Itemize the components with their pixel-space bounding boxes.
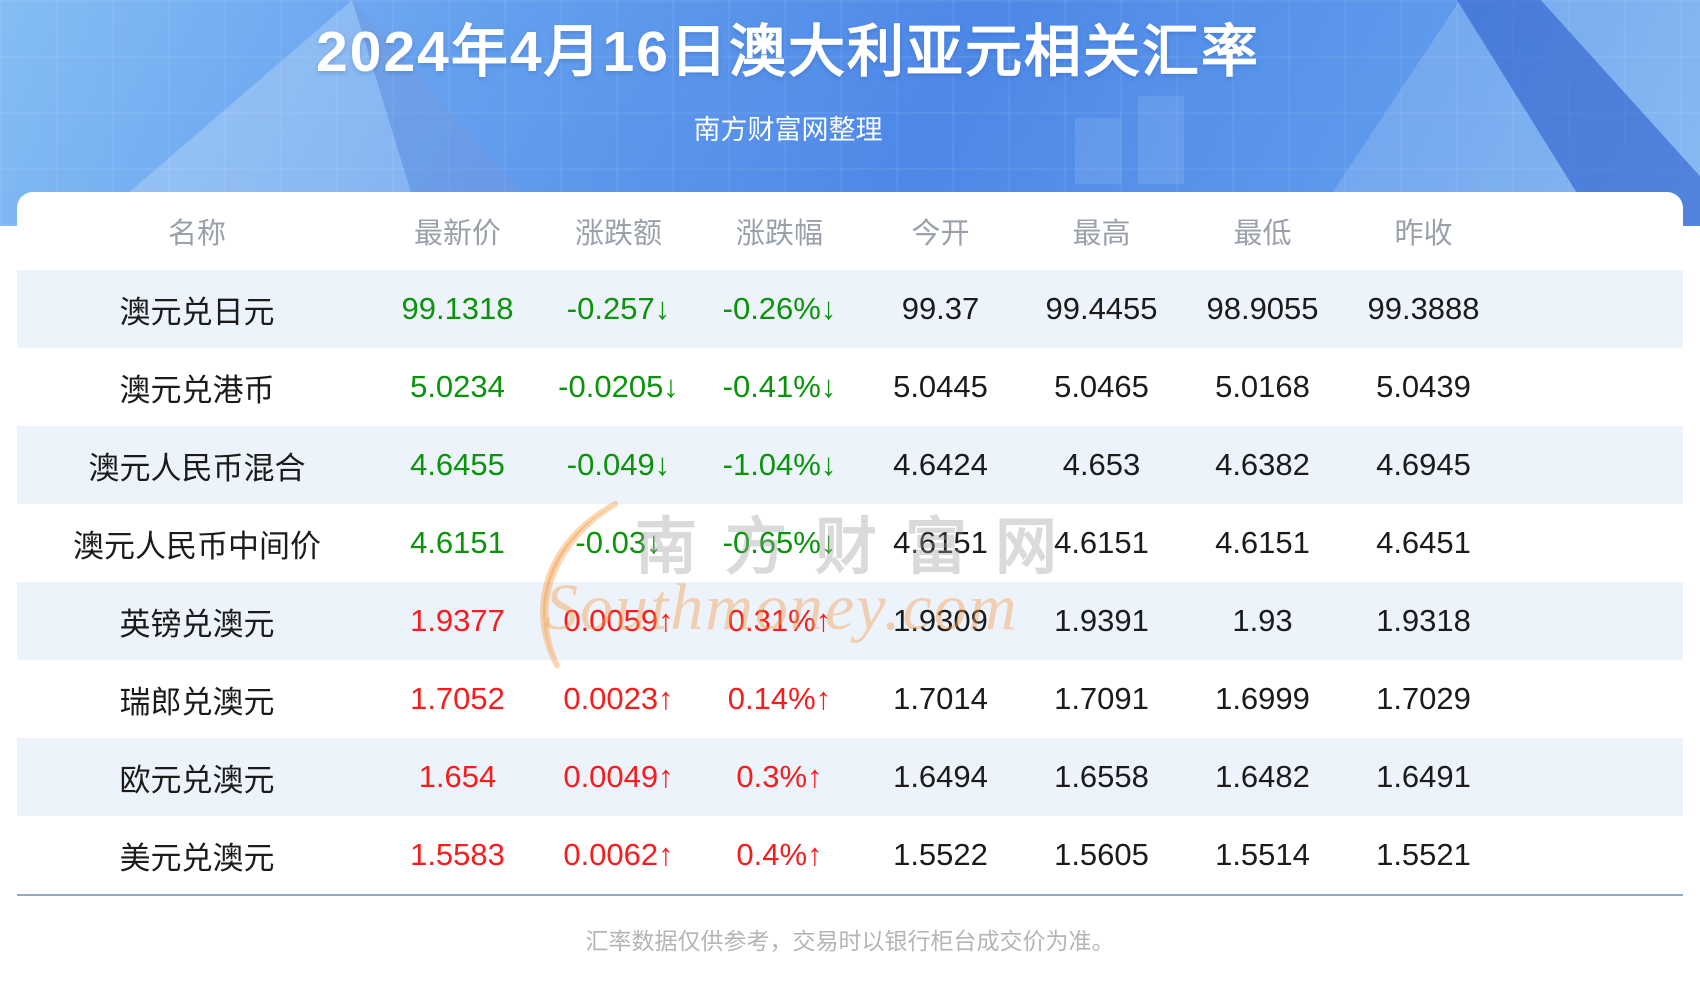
low-price: 5.0168 [1215,369,1310,404]
last-price: 4.6455 [410,447,505,482]
pair-name: 澳元兑港币 [119,372,275,408]
pair-name: 英镑兑澳元 [119,606,275,642]
open-price: 5.0445 [893,369,988,404]
high-price: 5.0465 [1054,369,1149,404]
banner-chart-bar-decoration [1075,118,1121,184]
last-price: 1.654 [418,759,497,794]
col-header-change: 涨跌额 [574,218,662,250]
table-row: 澳元兑日元 99.1318 -0.257↓ -0.26%↓ 99.37 99.4… [17,270,1683,348]
last-price: 99.1318 [401,291,514,326]
page-title: 2024年4月16日澳大利亚元相关汇率 [316,20,1260,84]
disclaimer-text: 汇率数据仅供参考，交易时以银行柜台成交价为准。 [585,928,1115,954]
open-price: 1.5522 [893,837,988,872]
change-amount: 0.0023↑ [563,681,674,716]
change-amount: -0.0205↓ [558,369,679,404]
prev-close: 4.6945 [1376,447,1471,482]
pair-name: 瑞郎兑澳元 [119,684,275,720]
change-percent: -1.04%↓ [722,447,837,482]
change-percent: 0.4%↑ [736,837,823,872]
change-percent: -0.65%↓ [722,525,837,560]
table-row: 澳元人民币混合 4.6455 -0.049↓ -1.04%↓ 4.6424 4.… [17,426,1683,504]
low-price: 4.6151 [1215,525,1310,560]
high-price: 1.6558 [1054,759,1149,794]
low-price: 1.6482 [1215,759,1310,794]
low-price: 1.6999 [1215,681,1310,716]
pair-name: 美元兑澳元 [119,840,275,876]
col-header-low: 最低 [1233,218,1292,250]
table-row: 美元兑澳元 1.5583 0.0062↑ 0.4%↑ 1.5522 1.5605… [17,816,1683,894]
open-price: 4.6151 [893,525,988,560]
banner-grid-pattern [0,0,1700,226]
low-price: 98.9055 [1206,291,1319,326]
change-amount: -0.049↓ [566,447,671,482]
last-price: 1.7052 [410,681,505,716]
prev-close: 1.5521 [1376,837,1471,872]
last-price: 1.5583 [410,837,505,872]
open-price: 4.6424 [893,447,988,482]
table-row: 澳元兑港币 5.0234 -0.0205↓ -0.41%↓ 5.0445 5.0… [17,348,1683,426]
pair-name: 澳元人民币混合 [88,450,306,486]
pair-name: 澳元兑日元 [119,294,275,330]
change-percent: 0.3%↑ [736,759,823,794]
low-price: 1.5514 [1215,837,1310,872]
table-header-row: 名称 最新价 涨跌额 涨跌幅 今开 最高 最低 昨收 [17,192,1683,270]
prev-close: 5.0439 [1376,369,1471,404]
col-header-high: 最高 [1072,218,1131,250]
footer-divider [17,894,1683,896]
table-row: 澳元人民币中间价 4.6151 -0.03↓ -0.65%↓ 4.6151 4.… [17,504,1683,582]
prev-close: 99.3888 [1367,291,1480,326]
table-row: 英镑兑澳元 1.9377 0.0059↑ 0.31%↑ 1.9309 1.939… [17,582,1683,660]
page-subtitle: 南方财富网整理 [693,115,883,146]
last-price: 5.0234 [410,369,505,404]
high-price: 99.4455 [1045,291,1158,326]
high-price: 4.6151 [1054,525,1149,560]
open-price: 1.9309 [893,603,988,638]
banner-chart-bar-decoration [1138,96,1184,184]
last-price: 1.9377 [410,603,505,638]
change-amount: -0.257↓ [566,291,671,326]
col-header-open: 今开 [911,218,970,250]
open-price: 1.6494 [893,759,988,794]
change-percent: -0.26%↓ [722,291,837,326]
change-percent: 0.14%↑ [727,681,832,716]
pair-name: 澳元人民币中间价 [73,528,321,564]
rates-card: 名称 最新价 涨跌额 涨跌幅 今开 最高 最低 昨收 澳元兑日元 99.1318… [17,192,1683,1000]
prev-close: 1.6491 [1376,759,1471,794]
prev-close: 1.9318 [1376,603,1471,638]
spacer-column [1504,192,1683,270]
col-header-last: 最新价 [413,218,501,250]
change-amount: 0.0062↑ [563,837,674,872]
col-header-pct: 涨跌幅 [735,218,823,250]
last-price: 4.6151 [410,525,505,560]
high-price: 4.653 [1062,447,1141,482]
change-amount: -0.03↓ [575,525,662,560]
change-amount: 0.0049↑ [563,759,674,794]
change-percent: 0.31%↑ [727,603,832,638]
table-row: 欧元兑澳元 1.654 0.0049↑ 0.3%↑ 1.6494 1.6558 … [17,738,1683,816]
rates-table: 名称 最新价 涨跌额 涨跌幅 今开 最高 最低 昨收 澳元兑日元 99.1318… [17,192,1683,894]
high-price: 1.9391 [1054,603,1149,638]
prev-close: 1.7029 [1376,681,1471,716]
open-price: 99.37 [901,291,980,326]
change-percent: -0.41%↓ [722,369,837,404]
table-row: 瑞郎兑澳元 1.7052 0.0023↑ 0.14%↑ 1.7014 1.709… [17,660,1683,738]
col-header-name: 名称 [167,218,226,250]
open-price: 1.7014 [893,681,988,716]
low-price: 1.93 [1232,603,1293,638]
pair-name: 欧元兑澳元 [119,762,275,798]
high-price: 1.7091 [1054,681,1149,716]
prev-close: 4.6451 [1376,525,1471,560]
banner: 2024年4月16日澳大利亚元相关汇率 南方财富网整理 [0,0,1700,226]
high-price: 1.5605 [1054,837,1149,872]
change-amount: 0.0059↑ [563,603,674,638]
col-header-prev: 昨收 [1394,218,1453,250]
low-price: 4.6382 [1215,447,1310,482]
